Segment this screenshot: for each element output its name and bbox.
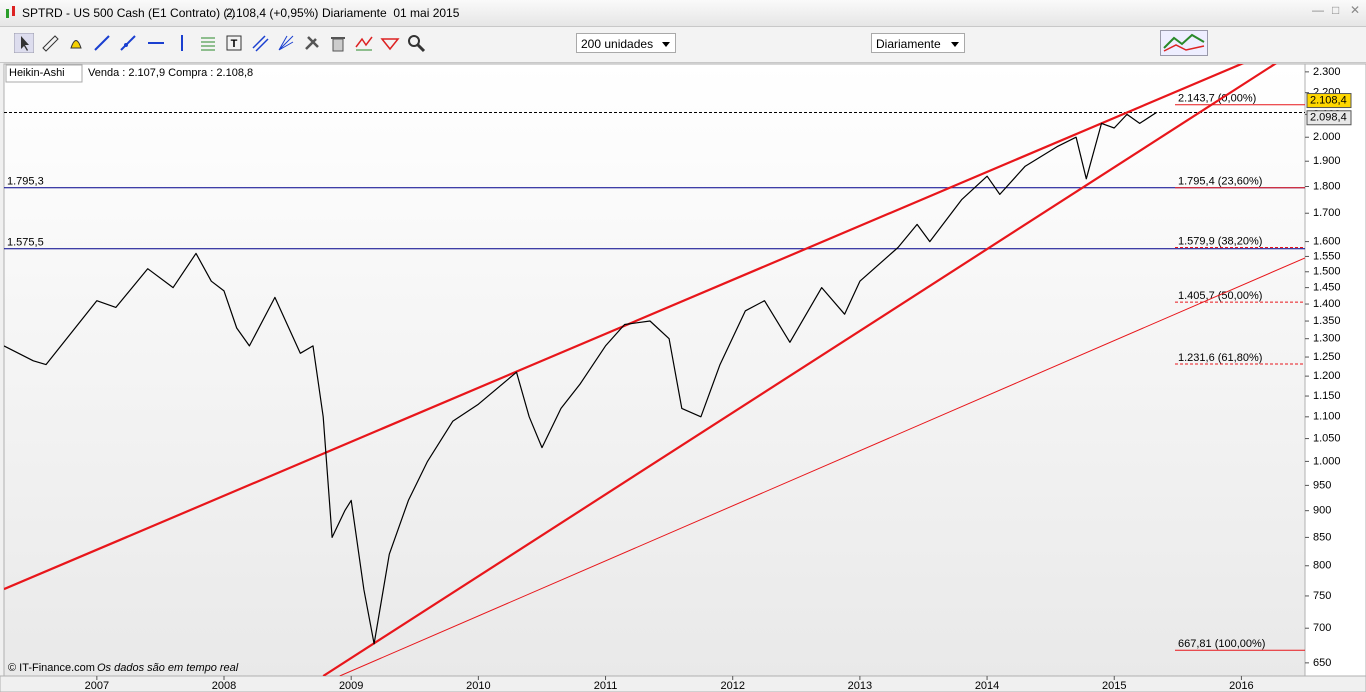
fib-label: 667,81 (100,00%) [1178,638,1265,650]
data-note: Os dados são em tempo real [97,662,239,674]
copyright: © IT-Finance.com [8,662,95,674]
hline-tool[interactable] [146,33,166,53]
x-tick-label: 2013 [848,680,872,692]
y-tick-label: 1.100 [1313,411,1341,423]
y-tick-label: 850 [1313,531,1331,543]
y-tick-label: 1.450 [1313,282,1341,294]
y-tick-label: 1.000 [1313,455,1341,467]
period-select[interactable]: Diariamente [871,33,965,53]
y-tick-label: 1.600 [1313,235,1341,247]
pointer-tool[interactable] [14,33,34,53]
fan-tool[interactable] [276,33,296,53]
y-tick-label: 1.550 [1313,250,1341,262]
fib-label: 1.231,6 (61,80%) [1178,352,1262,364]
y-tick-label: 1.200 [1313,370,1341,382]
fib-label: 1.579,9 (38,20%) [1178,235,1262,247]
x-tick-label: 2012 [720,680,744,692]
vline-tool[interactable] [172,33,192,53]
y-tick-label: 1.250 [1313,351,1341,363]
y-tick-label: 900 [1313,505,1331,517]
fib-label: 1.795,4 (23,60%) [1178,176,1262,188]
y-tick-label: 1.400 [1313,298,1341,310]
fib-label: 2.143,7 (0,00%) [1178,93,1256,105]
current-price-box [1306,93,1352,109]
maximize-button[interactable]: □ [1332,3,1340,17]
zoom-tool[interactable] [406,33,426,53]
quote: Venda : 2.107,9 Compra : 2.108,8 [88,67,253,79]
second-price-label: 2.098,4 [1310,112,1347,124]
price-line [4,112,1157,645]
line-tool[interactable] [92,33,112,53]
title-bar: SPTRD - US 500 Cash (E1 Contrato) (-) 2.… [0,0,1366,27]
minimize-button[interactable]: — [1312,3,1324,17]
y-tick-label: 800 [1313,560,1331,572]
plot-area [3,63,1306,677]
style-box[interactable] [5,64,83,83]
x-tick-label: 2009 [339,680,363,692]
x-tick-label: 2008 [212,680,236,692]
fibo-tool[interactable] [198,33,218,53]
chart: Heikin-Ashi Venda : 2.107,9 Compra : 2.1… [0,63,1366,692]
trend-line [4,64,1245,591]
x-tick-label: 2007 [85,680,109,692]
y-tick-label: 1.700 [1313,207,1341,219]
y-tick-label: 2.300 [1313,66,1341,78]
y-tick-label: 950 [1313,479,1331,491]
x-axis-panel [0,675,1366,692]
y-tick-label: 650 [1313,657,1331,669]
app-icon [6,6,15,18]
y-tick-label: 1.150 [1313,390,1341,402]
instrument-price: 2.108,4 (+0,95%) [226,6,319,20]
y-tick-label: 1.050 [1313,432,1341,444]
ruler-tool[interactable] [40,33,60,53]
y-tick-label: 1.300 [1313,333,1341,345]
y-tick-label: 750 [1313,590,1331,602]
fib-label: 1.405,7 (50,00%) [1178,290,1262,302]
units-select[interactable]: 200 unidades [576,33,676,53]
indicator-tool[interactable] [354,33,374,53]
svg-text:T: T [231,38,238,50]
x-tick-label: 2010 [466,680,490,692]
toolbar: T 200 unidades Diariamente [0,27,1366,63]
x-tick-label: 2014 [975,680,999,692]
x-tick-label: 2015 [1102,680,1126,692]
tools-tool[interactable] [302,33,322,53]
x-tick-label: 2011 [594,680,618,692]
y-tick-label: 1.900 [1313,155,1341,167]
channel-tool[interactable] [250,33,270,53]
level-label: 1.795,3 [7,176,44,188]
level-label: 1.575,5 [7,237,44,249]
close-button[interactable]: ✕ [1350,3,1361,17]
alert-tool[interactable] [66,33,86,53]
current-price-label: 2.108,4 [1310,94,1347,106]
y-tick-label: 700 [1313,622,1331,634]
instrument-title: SPTRD - US 500 Cash (E1 Contrato) (-) [22,6,236,20]
chart-style: Heikin-Ashi [9,67,65,79]
pattern-tool[interactable] [380,33,400,53]
trend-line [322,64,1277,676]
y-tick-label: 2.000 [1313,131,1341,143]
trend-line [339,257,1305,676]
ray-tool[interactable] [118,33,138,53]
period-date: Diariamente 01 mai 2015 [322,6,460,20]
delete-tool[interactable] [328,33,348,53]
text-tool[interactable]: T [224,33,244,53]
y-tick-label: 1.500 [1313,266,1341,278]
y-tick-label: 1.800 [1313,180,1341,192]
second-price-box [1306,110,1352,126]
chart-settings-button[interactable] [1160,30,1208,56]
y-tick-label: 1.350 [1313,315,1341,327]
x-tick-label: 2016 [1229,680,1253,692]
